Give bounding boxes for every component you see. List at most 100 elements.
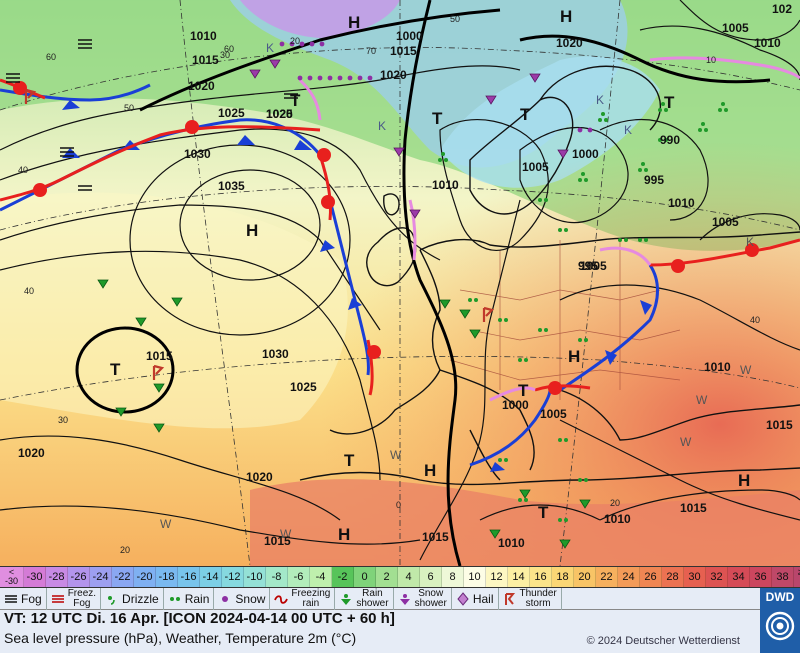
scale-swatch: -22: [112, 567, 134, 587]
degree-label: 30: [220, 50, 230, 60]
scale-swatch: 24: [618, 567, 640, 587]
degree-label: 10: [706, 55, 716, 65]
isobar-label: 1005: [540, 407, 567, 421]
high-pressure-center: H: [560, 7, 572, 26]
scale-swatch: 0: [354, 567, 376, 587]
freezing-fog-icon: [51, 592, 65, 606]
degree-label: 50: [124, 103, 134, 113]
scale-start-symbol: <: [8, 567, 15, 577]
snow-shower-icon: [398, 592, 412, 606]
scale-swatch: -28: [46, 567, 68, 587]
fog-icon: [4, 592, 18, 606]
isobar-label: 1005: [580, 259, 607, 273]
high-pressure-center: H: [246, 221, 258, 240]
legend-label: Snow shower: [414, 587, 447, 609]
degree-label: 20: [120, 545, 130, 555]
isobar-label: 1005: [522, 160, 549, 174]
thunderstorm-icon: [503, 592, 517, 606]
svg-text:W: W: [740, 363, 752, 377]
isobar-label: 1025: [266, 107, 293, 121]
scale-end-symbol: ≥40: [794, 568, 800, 577]
isobar-label: 1020: [246, 470, 273, 484]
isobar-label: 995: [644, 173, 664, 187]
isobar-label: 1000: [502, 398, 529, 412]
high-pressure-center: H: [738, 471, 750, 490]
scale-swatch: -18: [156, 567, 178, 587]
isobar-label: 102: [772, 2, 792, 16]
high-pressure-center: H: [568, 347, 580, 366]
legend-item-fog: Fog: [0, 587, 47, 610]
svg-text:K: K: [746, 235, 754, 249]
low-pressure-center: T: [110, 360, 121, 379]
low-pressure-center: T: [520, 105, 531, 124]
svg-text:K: K: [266, 41, 274, 55]
isobar-label: 1015: [680, 501, 707, 515]
scale-swatch: 30: [684, 567, 706, 587]
isobar-label: 1030: [262, 347, 289, 361]
isobar-label: 1010: [190, 29, 217, 43]
info-panel: VT: 12 UTC Di. 16 Apr. [ICON 2024-04-14 …: [0, 610, 760, 653]
legend-label: Rain shower: [356, 587, 389, 609]
scale-swatch: 36: [750, 567, 772, 587]
isobar-label: 1010: [432, 178, 459, 192]
scale-swatch: 4: [398, 567, 420, 587]
scale-start-value: -30: [4, 576, 18, 586]
legend-label: Thunder storm: [519, 587, 557, 609]
scale-swatch: 32: [706, 567, 728, 587]
degree-label: 40: [24, 286, 34, 296]
scale-swatch: -6: [288, 567, 310, 587]
svg-text:W: W: [696, 393, 708, 407]
scale-swatch: 12: [486, 567, 508, 587]
scale-swatch: -24: [90, 567, 112, 587]
isobar-label: 1020: [266, 107, 293, 121]
degree-label: 70: [366, 46, 376, 56]
isobar-label: 1010: [498, 536, 525, 550]
high-pressure-center: H: [338, 525, 350, 544]
freezing-rain-icon: [274, 592, 289, 606]
degree-label: 30: [58, 415, 68, 425]
legend-item-drizzle: Drizzle: [101, 587, 164, 610]
isobar-label: 1010: [604, 512, 631, 526]
drizzle-icon: [105, 592, 119, 606]
svg-text:W: W: [160, 517, 172, 531]
svg-text:K: K: [624, 123, 632, 137]
degree-label: 20: [610, 498, 620, 508]
low-pressure-center: T: [344, 451, 355, 470]
legend-label: Rain: [184, 591, 210, 606]
scale-swatch: 20: [574, 567, 596, 587]
weather-legend: Fog Freez. Fog Drizzle Rain Snow Freezing rai…: [0, 587, 760, 610]
isobar-label: 1005: [712, 215, 739, 229]
isobar-label: 1020: [188, 79, 215, 93]
hail-icon: [456, 591, 470, 606]
isobar-label: 1015: [766, 418, 793, 432]
snow-icon: [218, 592, 232, 606]
scale-swatch: -2: [332, 567, 354, 587]
legend-label: Freez. Fog: [67, 587, 97, 609]
scale-swatch: -30: [24, 567, 46, 587]
degree-label: 40: [18, 165, 28, 175]
scale-swatch: 2: [376, 567, 398, 587]
isobar-label: 1035: [218, 179, 245, 193]
svg-text:K: K: [596, 93, 604, 107]
scale-swatch: 38: [772, 567, 794, 587]
valid-time: VT: 12 UTC Di. 16 Apr. [ICON 2024-04-14 …: [4, 610, 395, 627]
scale-swatch: -8: [266, 567, 288, 587]
weather-symbols: W W W W W W K K K K K: [6, 39, 754, 549]
temperature-scale: < -30 -30 -28 -26 -24 -22 -20 -18 -16 -14 -12 -10 -8-…: [0, 566, 800, 588]
scale-swatch: 34: [728, 567, 750, 587]
legend-item-hail: Hail: [452, 587, 499, 610]
svg-text:W: W: [680, 435, 692, 449]
isobar-label: 990: [660, 133, 680, 147]
isobar-label: 1010: [668, 196, 695, 210]
rain-icon: [168, 592, 182, 606]
pressure-centers: H H H H H H H T T T T T T T T: [110, 7, 750, 544]
legend-item-rain-shower: Rain shower: [335, 587, 394, 610]
high-pressure-center: H: [424, 461, 436, 480]
isobar-labels: 1010 1015 1020 1025 1030 1035 1030 1025 …: [18, 2, 793, 550]
scale-swatch: 28: [662, 567, 684, 587]
legend-label: Freezing rain: [291, 587, 331, 609]
temperature-hot-north-africa: [250, 479, 800, 566]
heavy-isobars: [75, 0, 771, 566]
degree-label: 60: [224, 44, 234, 54]
low-pressure-center: T: [538, 503, 549, 522]
